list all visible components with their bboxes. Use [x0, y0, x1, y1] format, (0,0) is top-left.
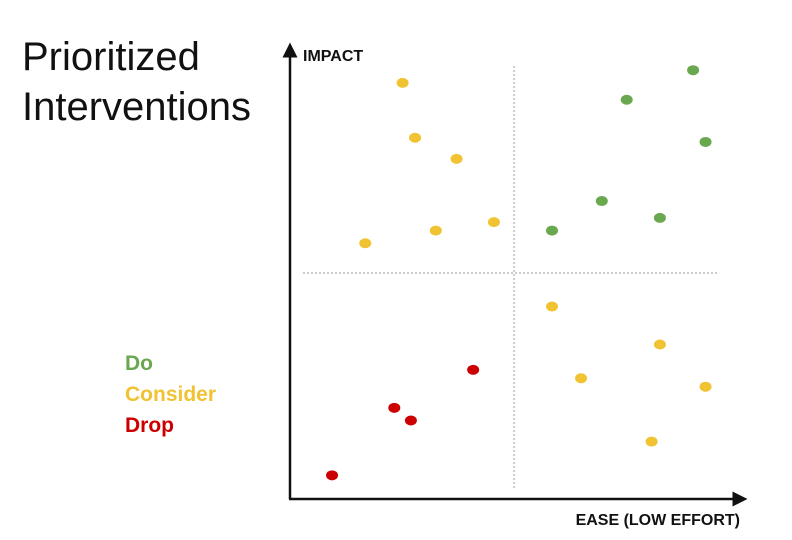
chart-title: Prioritized Interventions — [22, 32, 251, 132]
point-do-4 — [595, 196, 608, 207]
point-consider-6 — [487, 217, 500, 228]
legend-entry-consider: Consider — [125, 383, 217, 406]
point-consider-1 — [396, 77, 409, 88]
point-do-5 — [653, 212, 666, 223]
point-do-3 — [699, 136, 712, 147]
legend-entry-drop: Drop — [125, 414, 174, 437]
point-consider-7 — [546, 301, 558, 312]
point-consider-10 — [699, 381, 712, 392]
point-consider-2 — [409, 132, 422, 143]
point-do-1 — [687, 65, 700, 76]
y-axis-label: IMPACT — [303, 48, 363, 65]
point-do-2 — [620, 94, 633, 105]
point-drop-4 — [326, 470, 339, 481]
x-axis-label: EASE (LOW EFFORT) — [576, 512, 740, 529]
point-consider-3 — [450, 153, 463, 164]
legend-entry-do: Do — [125, 352, 153, 375]
point-consider-11 — [645, 436, 658, 447]
chart-title-line-1: Prioritized — [22, 35, 200, 79]
point-consider-5 — [429, 225, 442, 236]
point-drop-3 — [404, 415, 417, 426]
point-consider-9 — [575, 373, 588, 384]
point-consider-4 — [359, 238, 372, 249]
chart-title-line-2: Interventions — [22, 85, 252, 129]
chart-legend: Do Consider Drop — [125, 348, 216, 441]
scatter-points — [326, 65, 712, 481]
point-do-6 — [546, 225, 558, 236]
point-drop-1 — [467, 364, 480, 375]
point-consider-8 — [653, 339, 666, 350]
point-drop-2 — [388, 402, 401, 413]
